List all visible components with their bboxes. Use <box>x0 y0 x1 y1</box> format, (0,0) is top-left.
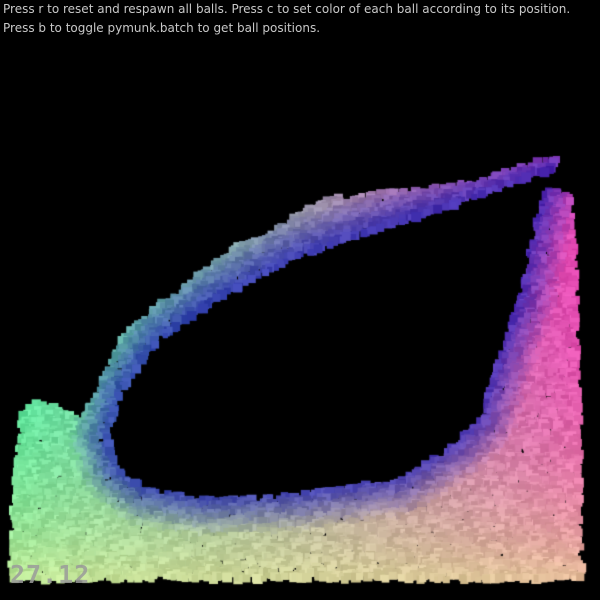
instruction-text-batch: Press b to toggle pymunk.batch to get ba… <box>3 21 321 35</box>
fps-counter: 27.12 <box>10 560 91 589</box>
instruction-text-reset: Press r to reset and respawn all balls. … <box>3 2 571 16</box>
